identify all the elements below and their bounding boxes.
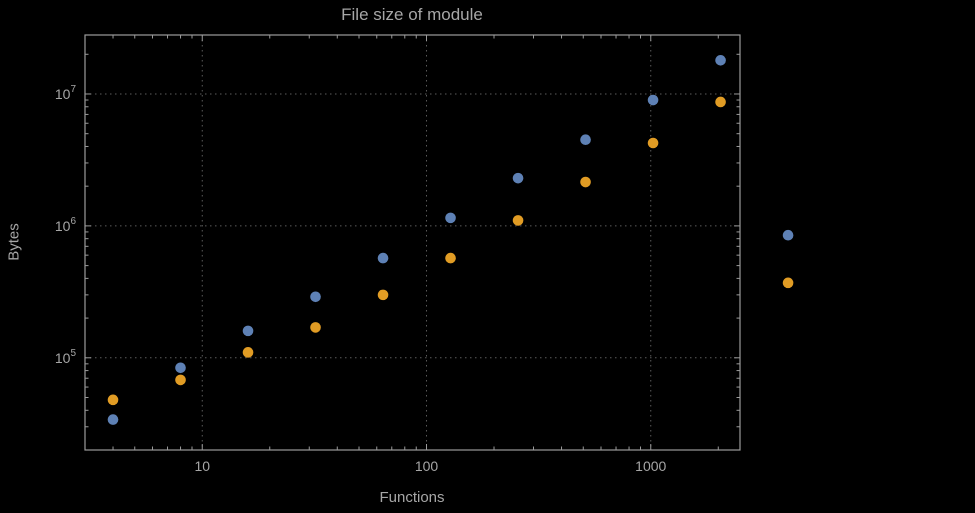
x-tick-label: 10	[194, 458, 210, 474]
data-point-blue	[175, 362, 186, 374]
data-point-orange	[310, 322, 321, 333]
x-axis-label: Functions	[379, 489, 445, 506]
data-point-orange	[782, 277, 794, 289]
data-point-blue	[647, 94, 659, 106]
data-point-blue	[715, 55, 726, 66]
chart-title: File size of module	[341, 5, 483, 24]
data-point-orange	[445, 252, 456, 264]
data-point-blue	[107, 414, 119, 425]
data-point-blue	[782, 229, 794, 241]
data-point-orange	[580, 176, 591, 188]
data-point-orange	[715, 96, 726, 108]
plot-frame	[84, 34, 741, 451]
y-tick-label: 106	[55, 216, 77, 234]
data-point-blue	[445, 212, 456, 224]
data-point-orange	[242, 347, 254, 358]
x-tick-label: 100	[415, 458, 439, 474]
data-point-orange	[175, 374, 186, 386]
data-point-blue	[580, 134, 591, 146]
data-point-orange	[377, 289, 389, 301]
data-point-orange	[512, 215, 524, 226]
data-point-orange	[107, 394, 119, 406]
data-point-blue	[310, 291, 321, 303]
data-point-orange	[647, 137, 659, 149]
y-tick-label: 107	[55, 84, 77, 102]
data-point-blue	[242, 325, 254, 337]
x-tick-label: 1000	[635, 458, 666, 474]
data-point-blue	[377, 252, 389, 264]
y-tick-label: 105	[55, 348, 77, 366]
data-point-blue	[512, 172, 524, 184]
